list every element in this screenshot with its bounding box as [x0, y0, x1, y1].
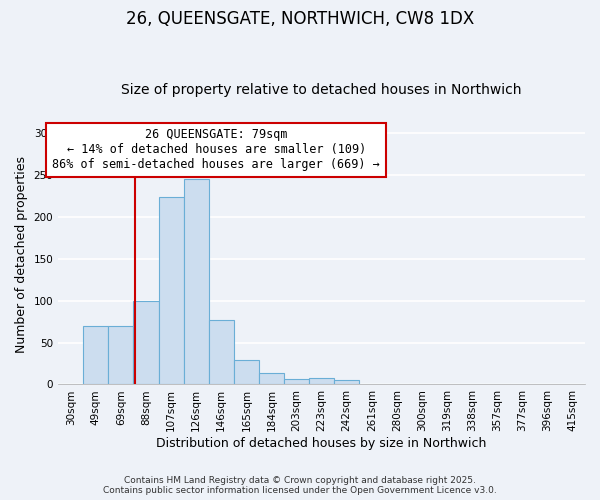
Bar: [184, 179, 209, 384]
Text: 26, QUEENSGATE, NORTHWICH, CW8 1DX: 26, QUEENSGATE, NORTHWICH, CW8 1DX: [126, 10, 474, 28]
Bar: [133, 300, 158, 384]
Text: Contains HM Land Registry data © Crown copyright and database right 2025.
Contai: Contains HM Land Registry data © Crown c…: [103, 476, 497, 495]
Bar: [83, 326, 109, 384]
Bar: [309, 378, 334, 384]
Bar: [334, 380, 359, 384]
X-axis label: Distribution of detached houses by size in Northwich: Distribution of detached houses by size …: [157, 437, 487, 450]
Text: 26 QUEENSGATE: 79sqm
← 14% of detached houses are smaller (109)
86% of semi-deta: 26 QUEENSGATE: 79sqm ← 14% of detached h…: [52, 128, 380, 172]
Bar: [158, 196, 184, 384]
Y-axis label: Number of detached properties: Number of detached properties: [15, 156, 28, 353]
Bar: [109, 326, 133, 384]
Bar: [234, 360, 259, 384]
Bar: [259, 372, 284, 384]
Bar: [209, 320, 234, 384]
Title: Size of property relative to detached houses in Northwich: Size of property relative to detached ho…: [121, 83, 522, 97]
Bar: [284, 380, 309, 384]
